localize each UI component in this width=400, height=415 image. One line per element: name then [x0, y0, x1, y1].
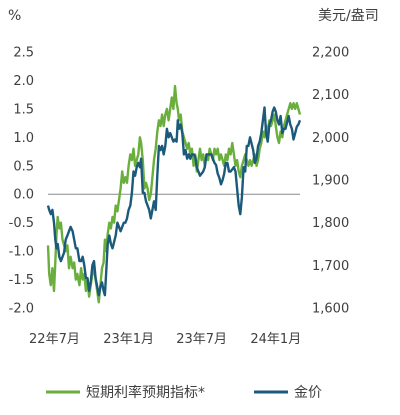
right-tick-label: 2,100	[312, 88, 349, 103]
right-axis-unit: 美元/盎司	[318, 8, 379, 24]
left-tick-label: 0.0	[13, 188, 34, 203]
right-tick-label: 2,200	[312, 46, 349, 61]
legend: 短期利率预期指标* 金价	[46, 384, 322, 401]
right-tick-label: 1,800	[312, 216, 349, 231]
right-axis: 2,200 2,100 2,000 1,900 1,800 1,700 1,600	[312, 46, 349, 317]
right-tick-label: 1,700	[312, 259, 349, 274]
left-axis: 2.5 2.0 1.5 1.0 0.5 0.0 -0.5 -1.0 -1.5 -2.0	[9, 46, 34, 317]
left-tick-label: -1.0	[9, 245, 34, 260]
left-tick-label: 1.5	[13, 102, 34, 117]
series-line-gold	[46, 106, 302, 297]
right-tick-label: 1,600	[312, 302, 349, 317]
x-tick-label: 24年1月	[250, 332, 301, 347]
left-tick-label: 2.0	[13, 74, 34, 89]
legend-label-rate: 短期利率预期指标*	[86, 384, 205, 401]
x-axis: 22年7月 23年1月 23年7月 24年1月	[29, 332, 301, 347]
x-tick-label: 23年1月	[103, 332, 154, 347]
right-tick-label: 1,900	[312, 174, 349, 189]
left-tick-label: 1.0	[13, 131, 34, 146]
left-tick-label: -0.5	[9, 216, 34, 231]
right-tick-label: 2,000	[312, 131, 349, 146]
left-tick-label: -1.5	[9, 273, 34, 288]
legend-label-gold: 金价	[294, 385, 322, 401]
left-tick-label: 2.5	[13, 46, 34, 61]
series-line-rate	[46, 84, 302, 304]
left-axis-unit: %	[8, 8, 21, 24]
left-tick-label: -2.0	[9, 302, 34, 317]
x-tick-label: 22年7月	[29, 332, 80, 347]
x-tick-label: 23年7月	[176, 332, 227, 347]
left-tick-label: 0.5	[13, 159, 34, 174]
